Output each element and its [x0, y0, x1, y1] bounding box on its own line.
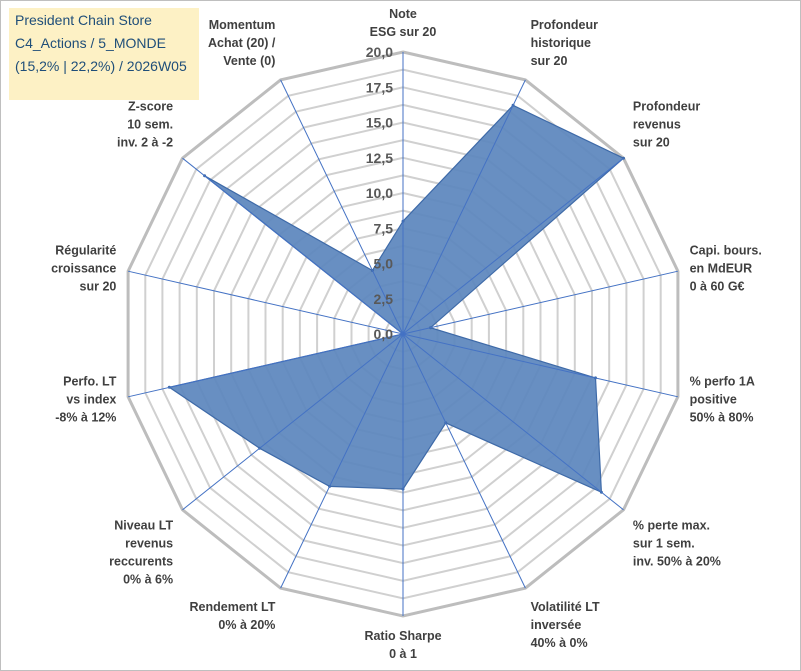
axis-label: 0 à 1: [389, 647, 417, 661]
axis-spoke: [402, 333, 679, 398]
axis-label: positive: [690, 392, 737, 406]
axis-label: Z-score: [128, 100, 173, 114]
axis-label: Profondeur: [633, 100, 700, 114]
axis-spoke: [402, 333, 624, 511]
axis-spoke: [280, 333, 404, 589]
axis-spoke: [182, 333, 404, 511]
axis-label: inv. 50% à 20%: [633, 554, 721, 568]
axis-label: -8% à 12%: [55, 410, 116, 424]
axis-label: Ratio Sharpe: [364, 629, 441, 643]
axis-label: 50% à 80%: [690, 410, 754, 424]
axis-label: Note: [389, 7, 417, 21]
axis-spoke: [127, 270, 404, 335]
axis-spoke: [402, 333, 526, 589]
axis-spoke: [182, 157, 404, 335]
axis-label: Achat (20) /: [208, 36, 276, 50]
axis-label: revenus: [633, 118, 681, 132]
title-box: President Chain Store C4_Actions / 5_MON…: [9, 8, 199, 100]
tick-label: 0,0: [374, 326, 394, 342]
axis-spoke: [402, 157, 624, 335]
tick-label: 2,5: [374, 291, 394, 307]
title-line-store: President Chain Store: [15, 12, 152, 28]
title-line-category: C4_Actions / 5_MONDE: [15, 35, 166, 51]
axis-spoke: [280, 79, 404, 335]
axis-spoke: [402, 270, 679, 335]
axis-label: inv. 2 à -2: [117, 136, 173, 150]
axis-label: sur 20: [531, 54, 568, 68]
axis-label: inversée: [531, 618, 582, 632]
tick-label: 10,0: [366, 185, 393, 201]
axis-label: 0% à 6%: [123, 572, 173, 586]
axis-label: sur 20: [80, 280, 117, 294]
axis-label: vs index: [66, 392, 116, 406]
axis-label: sur 1 sem.: [633, 536, 695, 550]
axis-label: Vente (0): [223, 54, 275, 68]
axis-spoke: [127, 333, 404, 398]
axis-label: Perfo. LT: [63, 374, 117, 388]
axis-label: 0 à 60 G€: [690, 280, 745, 294]
tick-label: 17,5: [366, 79, 393, 95]
axis-label: sur 20: [633, 136, 670, 150]
axis-label: Profondeur: [531, 18, 598, 32]
axis-label: en MdEUR: [690, 262, 753, 276]
axis-label: % perfo 1A: [690, 374, 755, 388]
axis-label: 0% à 20%: [218, 618, 275, 632]
axis-label: 40% à 0%: [531, 636, 588, 650]
axis-label: Régularité: [55, 244, 116, 258]
axis-label: Rendement LT: [190, 600, 276, 614]
axis-label: Volatilité LT: [531, 600, 600, 614]
tick-label: 15,0: [366, 115, 393, 131]
axis-label: historique: [531, 36, 591, 50]
axis-label: % perte max.: [633, 518, 710, 532]
axis-label: Capi. bours.: [690, 244, 762, 258]
axis-label: 10 sem.: [127, 118, 173, 132]
tick-label: 12,5: [366, 150, 393, 166]
axis-label: Niveau LT: [114, 518, 173, 532]
axis-label: revenus: [125, 536, 173, 550]
axis-spoke: [402, 79, 526, 335]
tick-label: 20,0: [366, 44, 393, 60]
tick-label: 5,0: [374, 256, 394, 272]
tick-label: 7,5: [374, 220, 394, 236]
title-line-stats: (15,2% | 22,2%) / 2026W05: [15, 58, 187, 74]
axis-label: croissance: [51, 262, 116, 276]
axis-label: Momentum: [209, 18, 276, 32]
axis-label: ESG sur 20: [370, 25, 437, 39]
axis-label: reccurents: [109, 554, 173, 568]
